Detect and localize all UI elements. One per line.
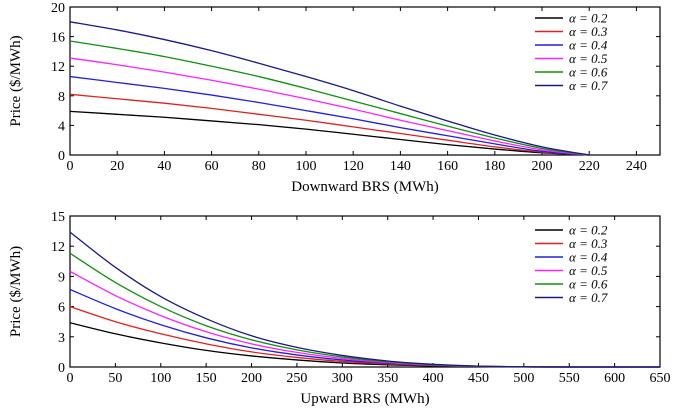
x-tick-label: 240 (626, 159, 647, 174)
y-tick-label: 6 (58, 301, 65, 316)
x-tick-label: 50 (108, 371, 122, 386)
x-tick-label: 350 (377, 371, 398, 386)
series-line-6 (69, 231, 661, 368)
legend-label-2: α = 0.3 (569, 24, 608, 39)
legend-label-1: α = 0.2 (569, 223, 608, 238)
legend-label-2: α = 0.3 (569, 236, 608, 251)
x-tick-label: 0 (67, 159, 74, 174)
x-tick-label: 250 (286, 371, 307, 386)
series-line-5 (69, 40, 590, 156)
legend-label-3: α = 0.4 (569, 250, 608, 265)
legend-label-3: α = 0.4 (569, 38, 608, 53)
legend-label-5: α = 0.6 (569, 65, 608, 80)
x-tick-label: 200 (532, 159, 553, 174)
series-line-1 (69, 110, 590, 156)
x-tick-label: 400 (423, 371, 444, 386)
chart-panel-2: 0 50 100 150 200 250 300 350 400 450 500 550 600 650 0… (8, 210, 671, 407)
x-axis-label: Downward BRS (MWh) (291, 179, 439, 195)
x-tick-label: 200 (241, 371, 262, 386)
legend-label-5: α = 0.6 (569, 277, 608, 292)
x-tick-label: 600 (604, 371, 625, 386)
x-tick-label: 650 (650, 371, 671, 386)
x-tick-label: 0 (67, 371, 74, 386)
y-tick-label: 8 (58, 90, 65, 105)
y-tick-label: 9 (58, 270, 65, 285)
legend-label-6: α = 0.7 (569, 78, 608, 93)
legend-label-6: α = 0.7 (569, 290, 608, 305)
x-tick-label: 550 (559, 371, 580, 386)
legend-label-1: α = 0.2 (569, 11, 608, 26)
x-tick-label: 450 (468, 371, 489, 386)
y-tick-label: 12 (51, 240, 65, 255)
x-tick-label: 300 (332, 371, 353, 386)
plot-frame (69, 215, 661, 368)
x-tick-label: 60 (205, 159, 219, 174)
y-tick-label: 3 (58, 331, 65, 346)
x-tick-label: 220 (579, 159, 600, 174)
y-tick-label: 0 (58, 149, 65, 164)
y-axis-label: Price ($/MWh) (8, 35, 24, 126)
x-tick-label: 180 (484, 159, 505, 174)
legend-label-4: α = 0.5 (569, 51, 608, 66)
x-tick-label: 20 (110, 159, 124, 174)
series-line-6 (69, 21, 590, 156)
x-tick-label: 40 (157, 159, 171, 174)
x-axis-label: Upward BRS (MWh) (300, 391, 429, 407)
x-tick-label: 80 (252, 159, 266, 174)
x-tick-label: 100 (150, 371, 171, 386)
series-line-3 (69, 75, 590, 156)
y-tick-label: 0 (58, 361, 65, 376)
x-tick-label: 100 (296, 159, 317, 174)
y-tick-label: 12 (51, 60, 65, 75)
series-line-2 (69, 93, 590, 156)
y-tick-label: 15 (51, 210, 65, 225)
x-tick-label: 150 (196, 371, 217, 386)
y-tick-label: 4 (58, 119, 65, 134)
plot-frame (69, 6, 661, 156)
x-tick-label: 120 (343, 159, 364, 174)
legend-label-4: α = 0.5 (569, 263, 608, 278)
x-tick-label: 160 (437, 159, 458, 174)
y-tick-label: 16 (51, 31, 65, 46)
y-tick-label: 20 (51, 1, 65, 16)
series-line-4 (69, 57, 590, 156)
chart-panel-1: 0 20 40 60 80 100 120 140 160 180 200 220 240 0 4 8 12 16… (8, 1, 661, 195)
x-tick-label: 140 (390, 159, 411, 174)
x-tick-label: 500 (513, 371, 534, 386)
y-axis-label: Price ($/MWh) (8, 246, 24, 337)
